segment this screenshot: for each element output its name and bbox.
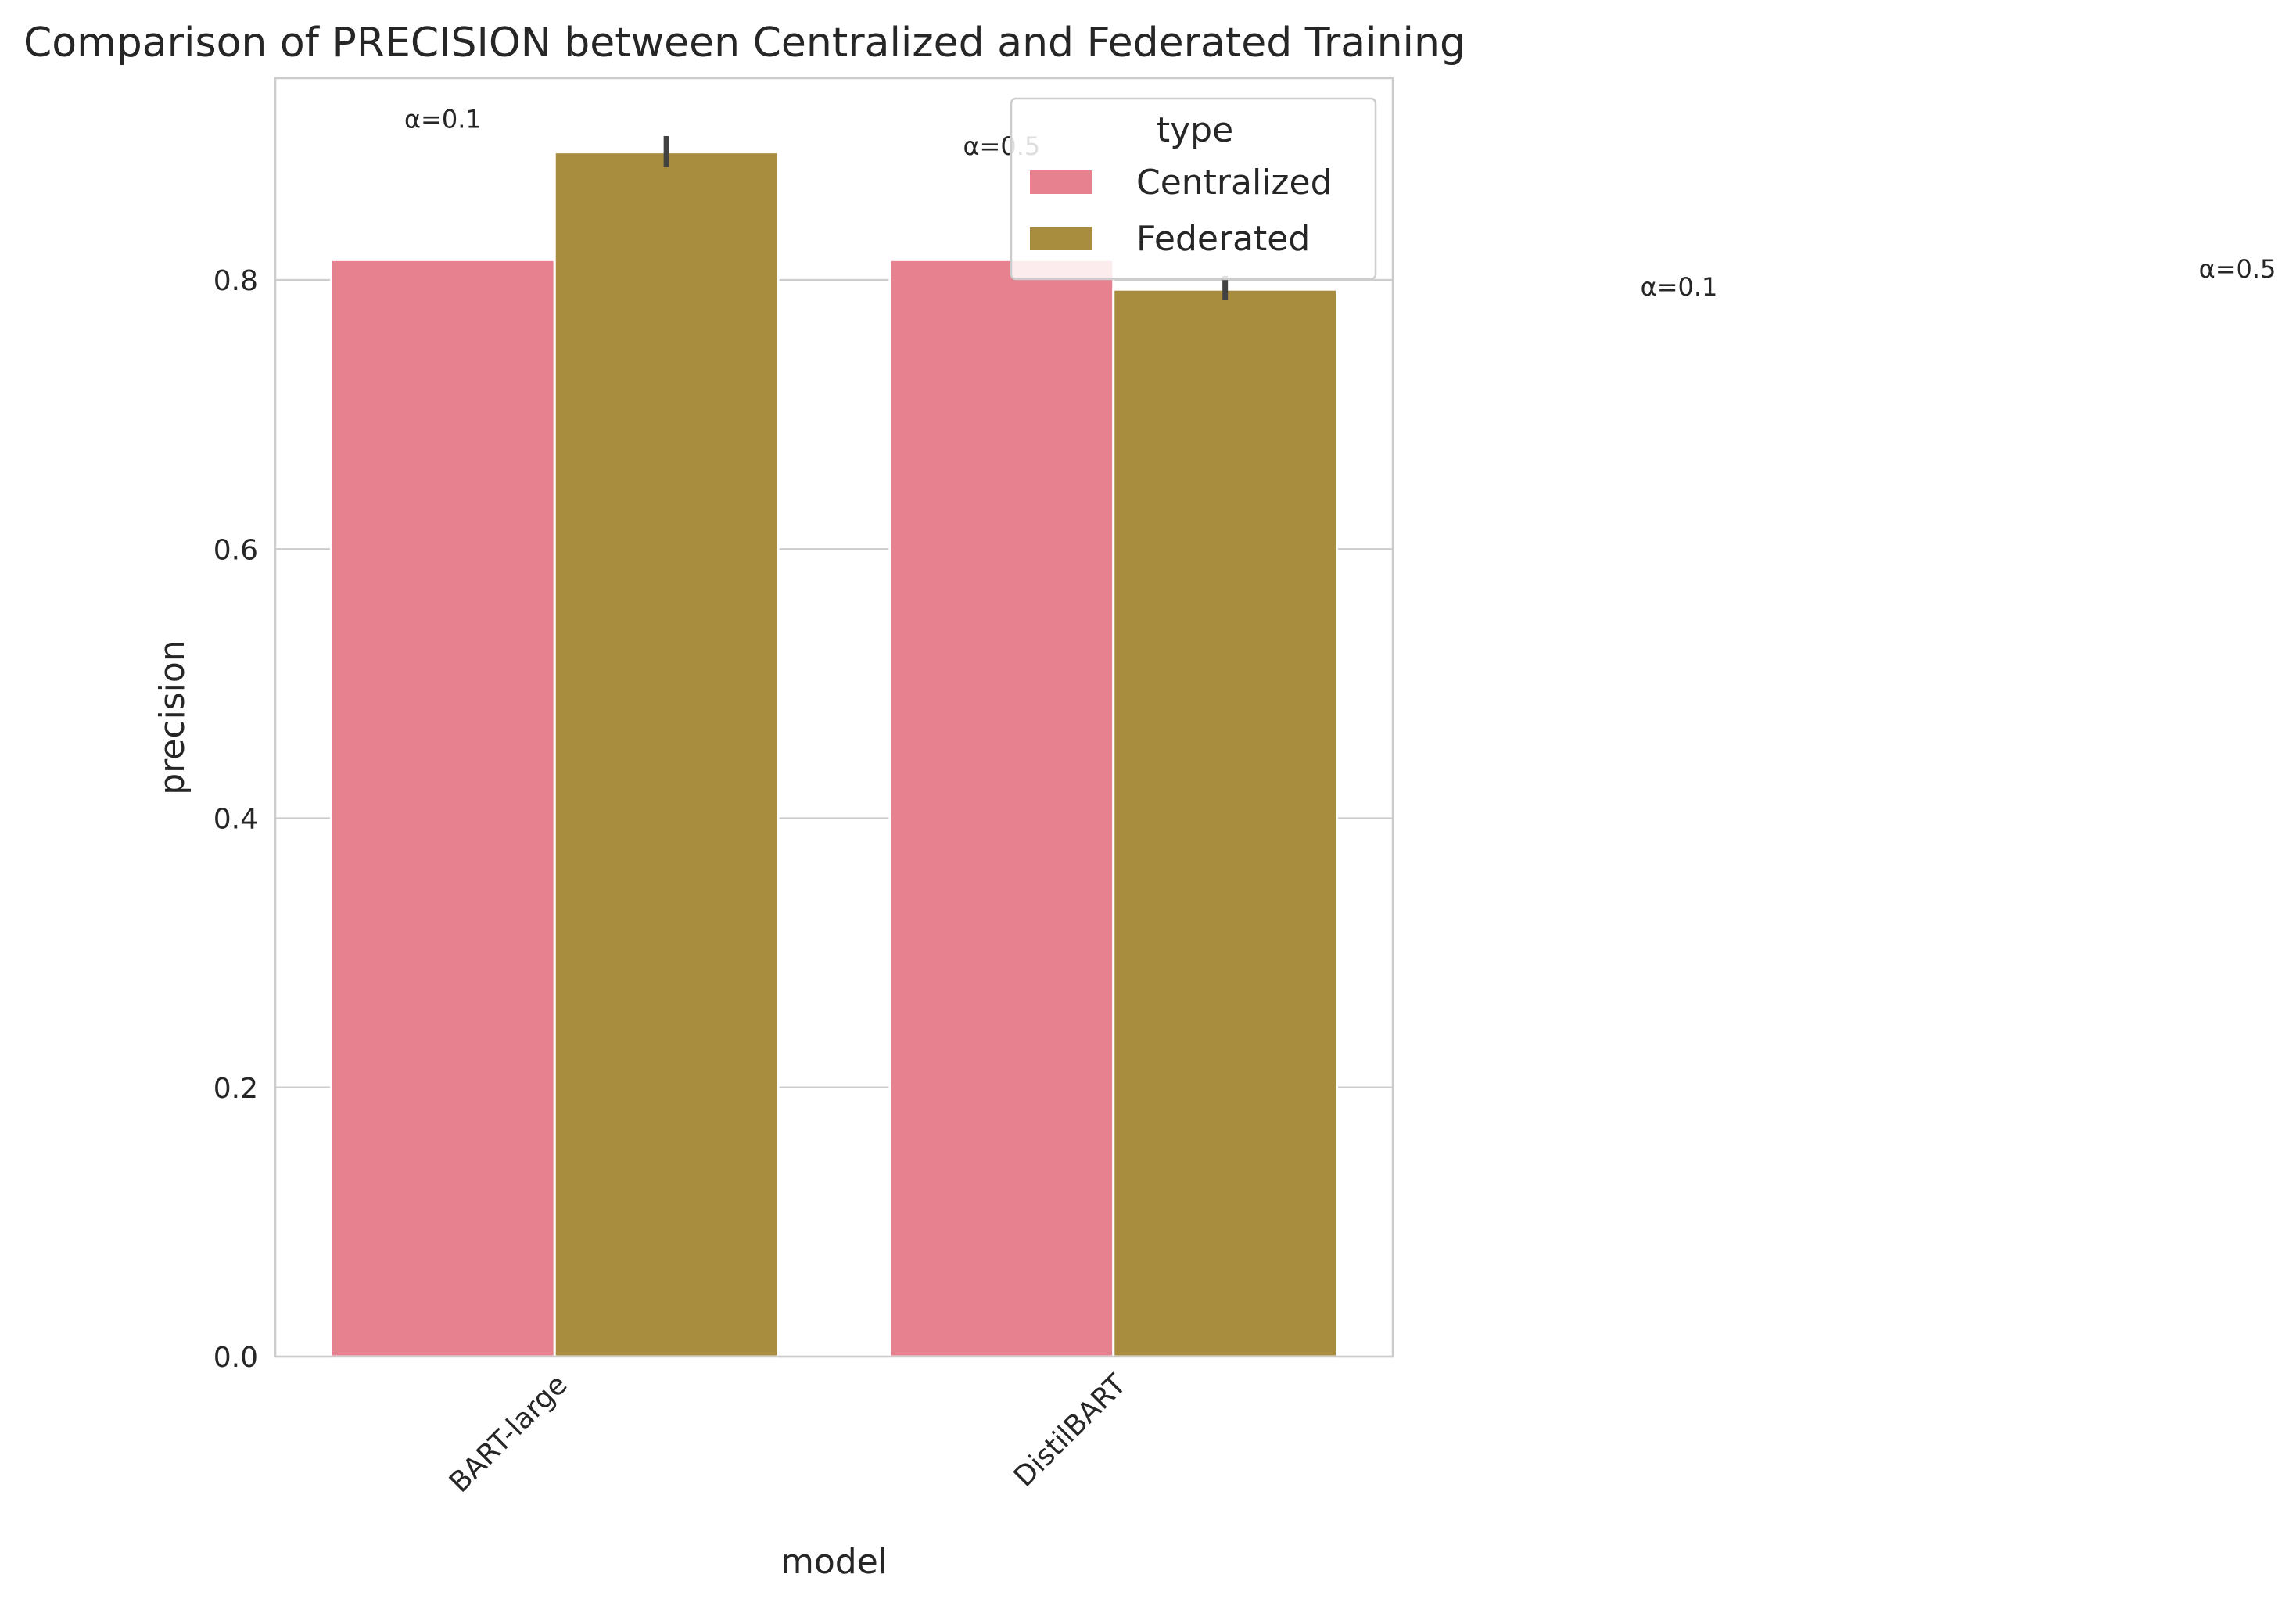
bars	[329, 151, 1339, 1358]
annotation-label: α=0.1	[1641, 272, 1718, 302]
annotation-label: α=0.5	[2199, 254, 2276, 284]
legend-label: Federated	[1136, 219, 1310, 259]
legend-swatch	[1030, 170, 1092, 194]
legend-box	[1010, 97, 1377, 281]
x-tick-label: DistilBART	[1008, 1368, 1133, 1493]
legend: type Centralized Federated	[1010, 97, 1377, 281]
bar	[888, 258, 1115, 1358]
x-axis-label: model	[780, 1542, 888, 1582]
x-axis-ticks: BART-large DistilBART	[443, 1368, 1133, 1499]
y-axis-ticks: 0.0 0.2 0.4 0.6 0.8	[213, 265, 258, 1374]
legend-swatch	[1030, 227, 1092, 250]
legend-items: Centralized Federated	[1030, 163, 1333, 259]
bar	[553, 151, 780, 1358]
y-tick-label: 0.8	[213, 265, 258, 297]
annotation-label: α=0.1	[404, 105, 482, 134]
y-tick-label: 0.4	[213, 804, 258, 836]
x-tick-label: BART-large	[443, 1368, 574, 1499]
y-tick-label: 0.6	[213, 534, 258, 566]
legend-label: Centralized	[1136, 163, 1333, 203]
bar	[1112, 288, 1339, 1358]
y-axis-label: precision	[152, 640, 192, 795]
y-tick-label: 0.2	[213, 1073, 258, 1105]
legend-title: type	[1157, 110, 1233, 150]
y-tick-label: 0.0	[213, 1342, 258, 1374]
plot-frame	[274, 77, 1394, 1358]
bar	[329, 258, 556, 1358]
chart-title: Comparison of PRECISION between Centrali…	[23, 20, 1465, 66]
